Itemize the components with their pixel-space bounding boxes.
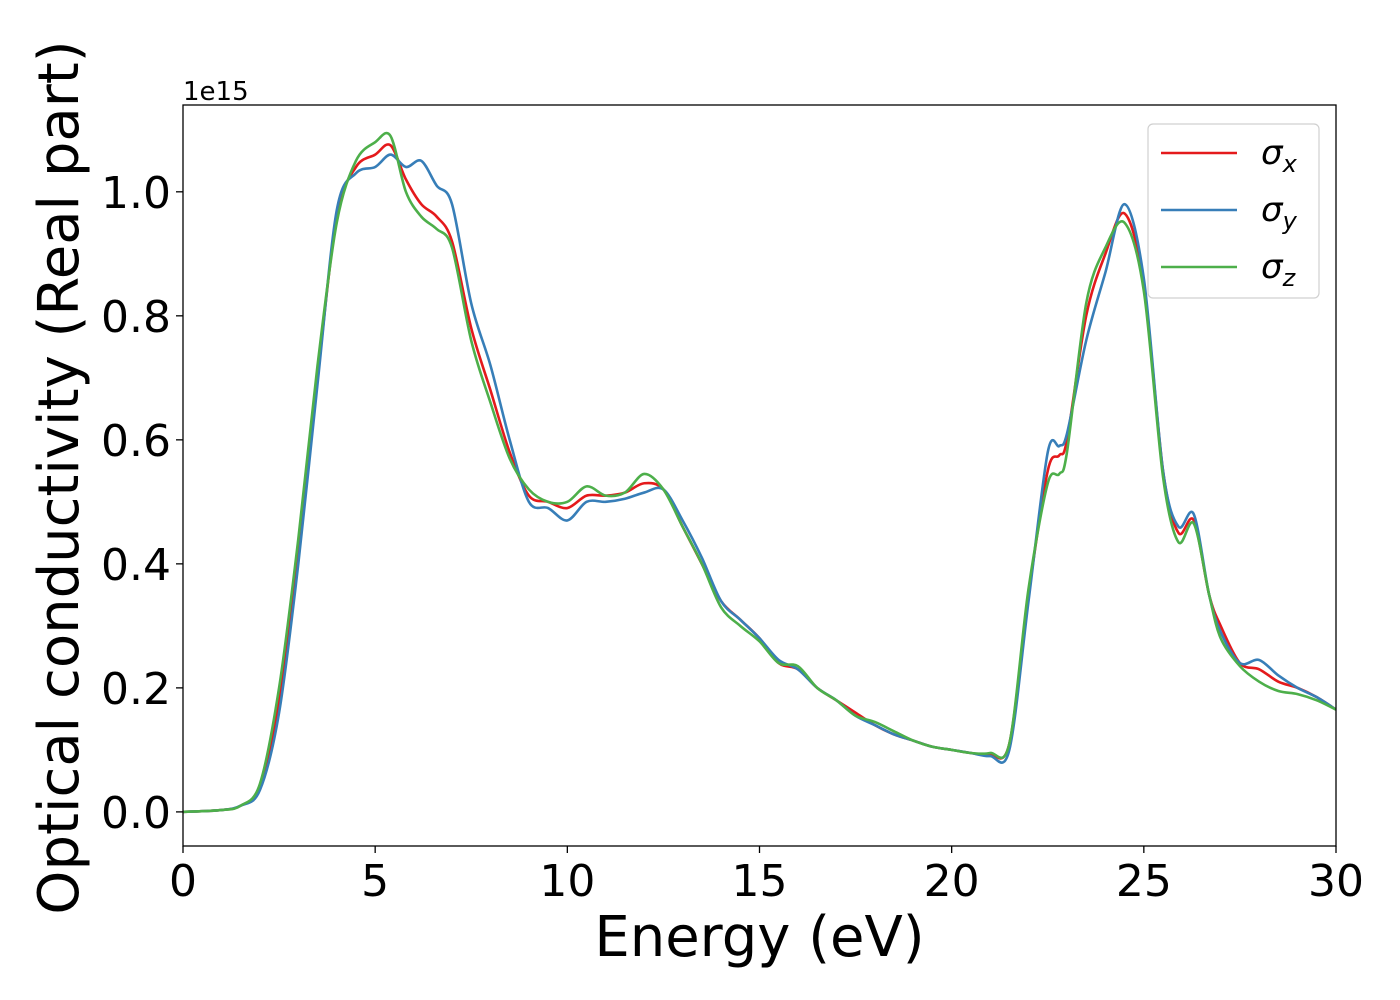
y-axis-offset-text: 1e15	[183, 77, 249, 107]
series-line-z	[183, 131, 1336, 814]
legend-symbol: σ	[1261, 190, 1284, 230]
y-tick-label: 0.8	[101, 292, 171, 343]
y-tick-label: 0.6	[101, 416, 171, 467]
x-tick-label: 10	[539, 856, 595, 907]
legend-symbol: σ	[1261, 247, 1284, 287]
legend-symbol: σ	[1261, 133, 1284, 173]
x-tick-label: 0	[169, 856, 197, 907]
x-axis: 0 5 10 15 20 25 30	[169, 846, 1364, 907]
y-tick-label: 1.0	[101, 168, 171, 219]
x-axis-title: Energy (eV)	[594, 905, 924, 970]
legend-subscript: z	[1282, 264, 1297, 292]
series-layer	[183, 131, 1336, 814]
y-tick-label: 0.2	[101, 664, 171, 715]
x-tick-label: 5	[361, 856, 389, 907]
y-axis: 0.0 0.2 0.4 0.6 0.8 1.0	[101, 168, 183, 839]
x-tick-label: 25	[1116, 856, 1172, 907]
y-axis-title: Optical conductivity (Real part)	[27, 40, 92, 914]
y-tick-label: 0.0	[101, 788, 171, 839]
y-tick-label: 0.4	[101, 540, 171, 591]
x-tick-label: 30	[1308, 856, 1364, 907]
x-tick-label: 15	[732, 856, 788, 907]
legend-label-x: σx	[1261, 133, 1298, 178]
legend-label-y: σy	[1261, 190, 1298, 235]
legend-subscript: y	[1282, 207, 1298, 235]
x-tick-label: 20	[924, 856, 980, 907]
legend-label-z: σz	[1261, 247, 1297, 292]
legend-subscript: x	[1282, 150, 1298, 178]
